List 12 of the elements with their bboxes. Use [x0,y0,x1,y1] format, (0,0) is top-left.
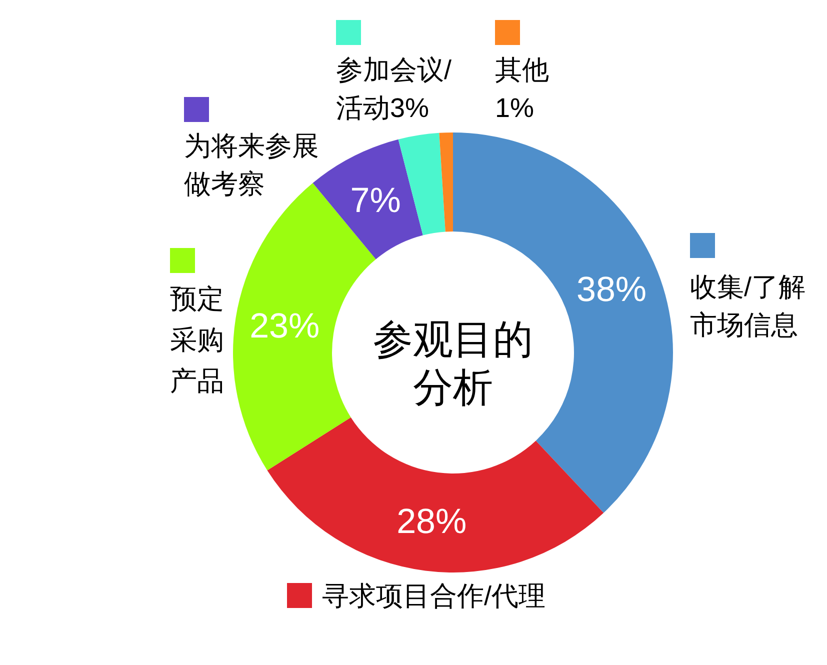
legend-label: 预定采购产品 [170,284,224,396]
legend-label: 参加会议/活动3% [336,54,452,122]
data-label: 38% [576,270,647,310]
data-label: 7% [350,181,401,220]
data-label: 23% [250,306,320,346]
data-label: 1% [495,92,534,122]
legend-label: 其他 [495,54,549,84]
slice-label: 寻求项目合作/代理 [322,580,546,610]
legend-label: 为将来参展做考察 [184,130,319,198]
text: 参观目的分析 [372,317,534,412]
data-label: 28% [396,502,467,542]
legend-label: 收集/了解市场信息 [690,272,806,340]
